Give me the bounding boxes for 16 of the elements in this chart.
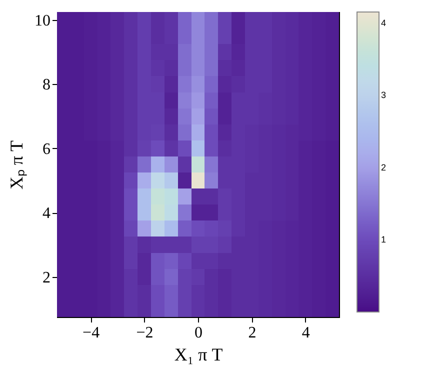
y-axis-title: Xₚ π T xyxy=(6,140,28,190)
x-tick-label: 4 xyxy=(302,324,310,342)
y-tick-label: 10 xyxy=(34,12,50,30)
color-bar-label: 4 xyxy=(381,18,386,28)
x-tick-label: 0 xyxy=(194,324,202,342)
y-tick-label: 2 xyxy=(42,269,50,286)
y-tick-label: 4 xyxy=(42,205,50,222)
y-tick-label: 6 xyxy=(42,140,50,158)
x-tick-label: −2 xyxy=(136,324,154,342)
x-tick-label: −4 xyxy=(82,324,100,342)
color-bar-label: 2 xyxy=(381,162,386,172)
x-tick-label: 2 xyxy=(248,324,256,342)
y-tick-label: 8 xyxy=(42,76,50,94)
x-axis-title: X₁ π T xyxy=(174,344,223,364)
color-bar-label: 3 xyxy=(381,90,386,100)
color-bar-label: 1 xyxy=(381,234,386,245)
